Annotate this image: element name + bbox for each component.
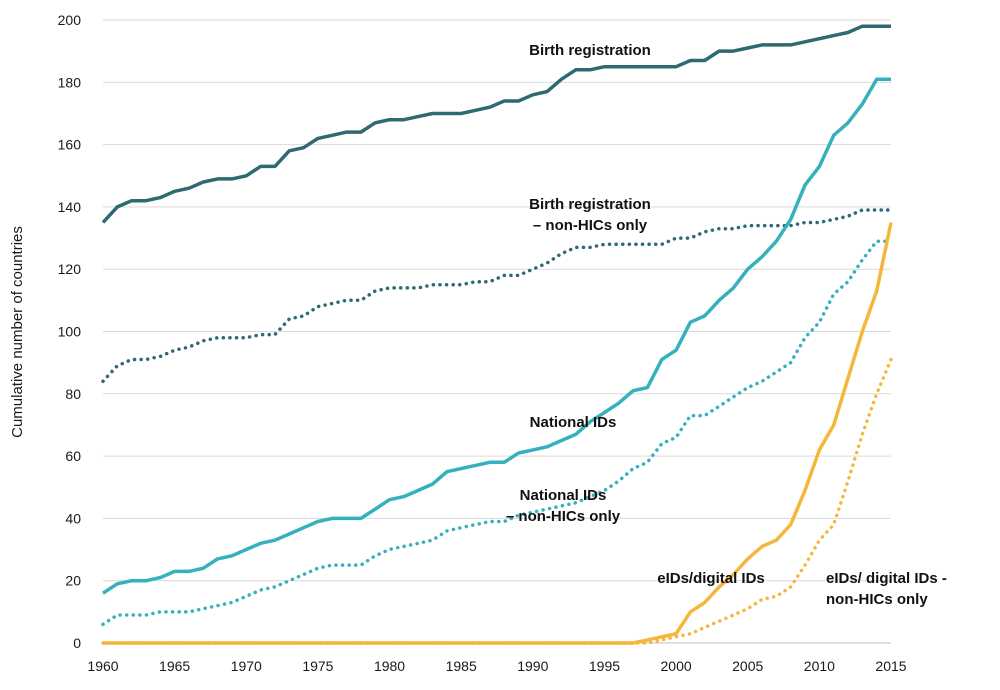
series-lines (101, 24, 893, 645)
series-line-3 (102, 77, 891, 595)
x-tick-label: 1970 (231, 658, 262, 674)
series-label-line: – non-HICs only (533, 217, 648, 234)
x-tick-label: 2015 (875, 658, 906, 674)
series-label-2: Birth registration – non-HICs only (529, 196, 651, 234)
x-tick-label: 1980 (374, 658, 405, 674)
x-tick-label: 1965 (159, 658, 190, 674)
x-tick-label: 1995 (589, 658, 620, 674)
y-axis-title: Cumulative number of countries (9, 226, 26, 438)
series-label-line: – non-HICs only (506, 508, 621, 525)
series-label-line: Birth registration (529, 42, 651, 59)
series-line-5 (103, 222, 893, 645)
x-tick-label: 2000 (661, 658, 692, 674)
series-line-6 (101, 357, 893, 645)
series-label-line: National IDs (520, 487, 607, 504)
series-label-line: eIDs/ digital IDs - (826, 570, 947, 587)
x-tick-label: 2010 (804, 658, 835, 674)
series-line-4 (101, 239, 893, 627)
x-tick-label: 1975 (302, 658, 333, 674)
series-label-6: eIDs/ digital IDs - non-HICs only (826, 570, 947, 608)
series-label-line: National IDs (530, 414, 617, 431)
y-tick-label: 100 (58, 324, 82, 340)
x-tick-label: 2005 (732, 658, 763, 674)
x-tick-label: 1960 (87, 658, 118, 674)
series-label-3: National IDs (530, 414, 617, 431)
y-tick-label: 160 (58, 137, 82, 153)
series-label-4: National IDs – non-HICs only (506, 487, 621, 525)
y-tick-label: 140 (58, 199, 82, 215)
series-label-5: eIDs/digital IDs (657, 570, 765, 587)
series-label-line: Birth registration (529, 196, 651, 213)
axes: 0 20 40 60 80 100 120 140 160 180 200 1960 1965 1970 1… (58, 12, 907, 674)
series-label-1: Birth registration (529, 42, 651, 59)
series-label-line: eIDs/digital IDs (657, 570, 765, 587)
series-line-2 (101, 208, 893, 384)
y-tick-label: 200 (58, 12, 82, 28)
series-line-1 (101, 24, 891, 224)
y-tick-label: 80 (65, 386, 81, 402)
y-tick-label: 20 (65, 573, 81, 589)
y-tick-label: 120 (58, 261, 82, 277)
y-tick-label: 60 (65, 448, 81, 464)
series-annotations: Birth registration Birth registration – no… (506, 42, 947, 608)
y-tick-label: 180 (58, 74, 82, 90)
series-label-line: non-HICs only (826, 591, 928, 608)
y-tick-label: 40 (65, 510, 81, 526)
x-tick-label: 1985 (446, 658, 477, 674)
x-tick-label: 1990 (517, 658, 548, 674)
y-tick-label: 0 (73, 635, 81, 651)
grid-lines (103, 19, 891, 582)
